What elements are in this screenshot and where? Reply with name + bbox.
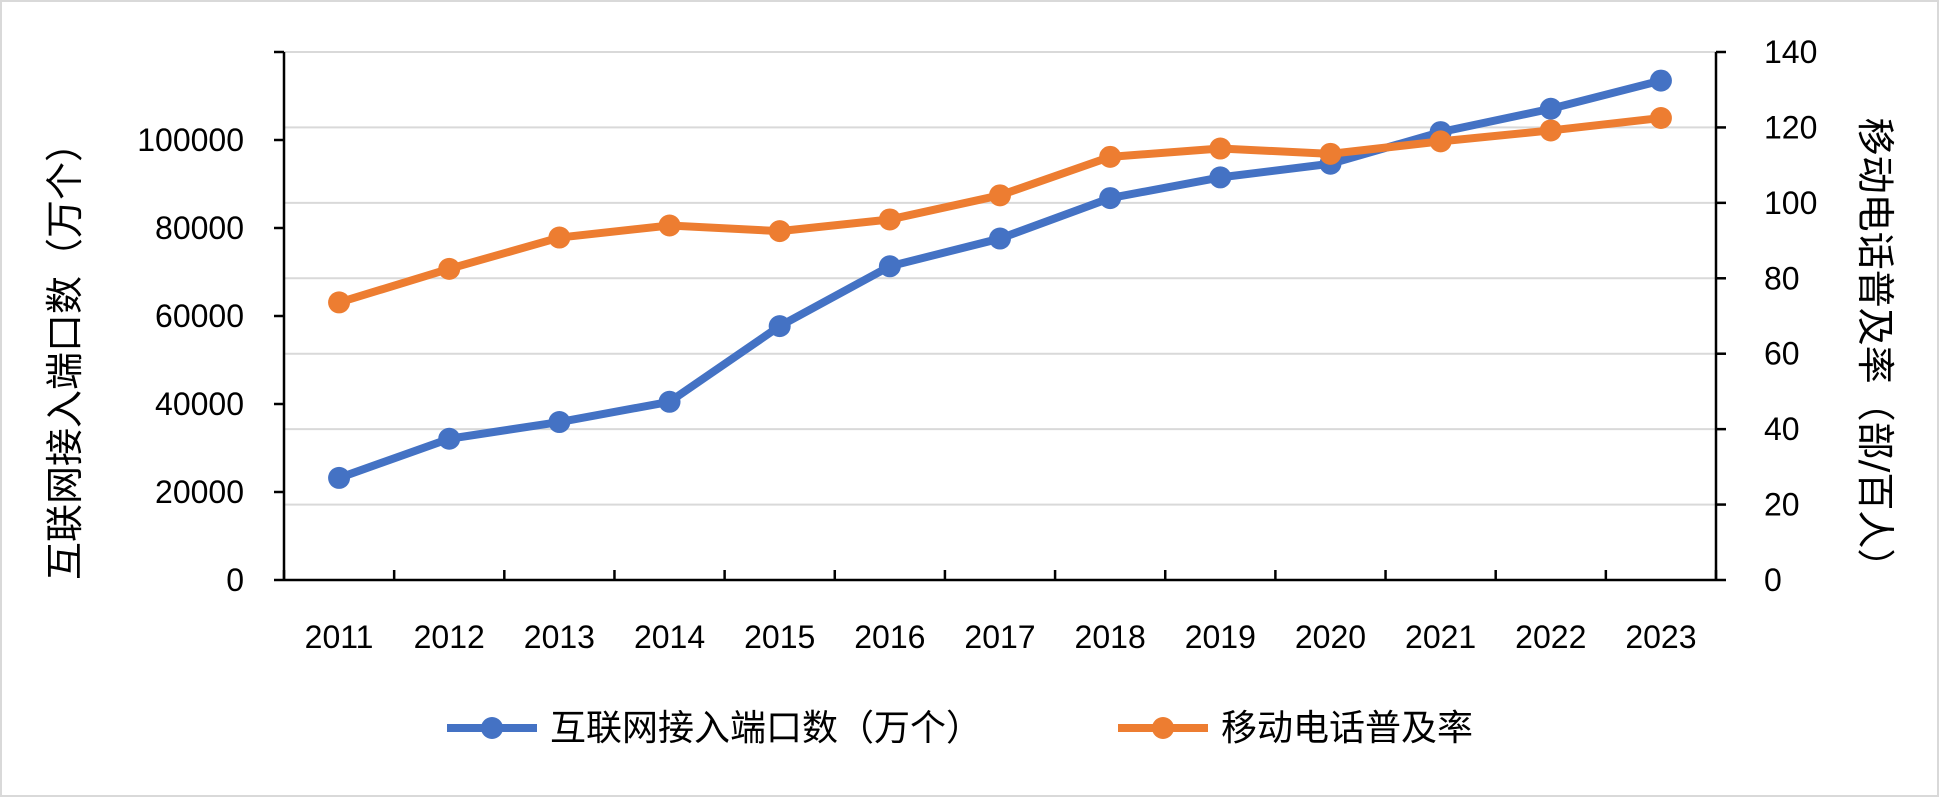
left-tick-label-0: 0 bbox=[226, 562, 244, 598]
x-tick-label-2015: 2015 bbox=[744, 619, 815, 655]
series-0-point-2013[interactable] bbox=[548, 411, 571, 434]
x-tick-label-2020: 2020 bbox=[1295, 619, 1366, 655]
series-0-point-2014[interactable] bbox=[658, 390, 681, 413]
x-axis-ticks: 2011 2012 2013 2014 2015 2016 2017 2018 2019 2020… bbox=[282, 570, 1718, 655]
x-tick-label-2018: 2018 bbox=[1075, 619, 1146, 655]
right-tick-label-5: 100 bbox=[1764, 185, 1817, 221]
series-0-point-2019[interactable] bbox=[1209, 166, 1232, 189]
series-0-point-2023[interactable] bbox=[1649, 69, 1672, 92]
series-layer bbox=[328, 69, 1672, 489]
right-tick-label-3: 60 bbox=[1764, 336, 1800, 372]
x-tick-label-2023: 2023 bbox=[1625, 619, 1696, 655]
x-tick-label-2017: 2017 bbox=[964, 619, 1035, 655]
left-tick-label-4: 80000 bbox=[155, 210, 244, 246]
right-axis-title: 移动电话普及率（部/百人） bbox=[1853, 118, 1897, 587]
series-1-point-2012[interactable] bbox=[438, 257, 461, 280]
legend-label-ports: 互联网接入端口数（万个） bbox=[550, 708, 982, 749]
legend-label-mobile: 移动电话普及率 bbox=[1221, 708, 1473, 749]
legend-item-ports[interactable]: 互联网接入端口数（万个） bbox=[447, 708, 982, 749]
left-axis-ticks: 0 20000 40000 60000 80000 100000 bbox=[137, 50, 284, 598]
right-tick-label-2: 40 bbox=[1764, 411, 1800, 447]
series-1-point-2020[interactable] bbox=[1319, 142, 1342, 165]
left-tick-label-5: 100000 bbox=[137, 122, 244, 158]
series-1-point-2022[interactable] bbox=[1539, 119, 1562, 142]
x-tick-label-2014: 2014 bbox=[634, 619, 705, 655]
series-0-point-2015[interactable] bbox=[768, 315, 791, 338]
x-tick-label-2021: 2021 bbox=[1405, 619, 1476, 655]
right-tick-label-0: 0 bbox=[1764, 562, 1782, 598]
series-1-point-2016[interactable] bbox=[878, 208, 901, 231]
series-1 bbox=[328, 107, 1672, 314]
x-tick-label-2022: 2022 bbox=[1515, 619, 1586, 655]
left-tick-label-1: 20000 bbox=[155, 474, 244, 510]
series-1-point-2019[interactable] bbox=[1209, 137, 1232, 160]
right-tick-label-6: 120 bbox=[1764, 109, 1817, 145]
legend: 互联网接入端口数（万个） 移动电话普及率 bbox=[447, 708, 1473, 749]
legend-item-mobile[interactable]: 移动电话普及率 bbox=[1118, 708, 1473, 749]
series-1-point-2021[interactable] bbox=[1429, 130, 1452, 153]
series-1-point-2013[interactable] bbox=[548, 226, 571, 249]
series-0-point-2012[interactable] bbox=[438, 427, 461, 450]
series-0-point-2016[interactable] bbox=[878, 255, 901, 278]
series-0-point-2018[interactable] bbox=[1099, 187, 1122, 210]
right-tick-label-4: 80 bbox=[1764, 260, 1800, 296]
right-tick-label-7: 140 bbox=[1764, 34, 1817, 70]
right-tick-label-1: 20 bbox=[1764, 487, 1800, 523]
series-1-point-2015[interactable] bbox=[768, 220, 791, 243]
left-tick-label-2: 40000 bbox=[155, 386, 244, 422]
series-1-point-2023[interactable] bbox=[1649, 107, 1672, 129]
left-axis-title: 互联网接入端口数（万个） bbox=[43, 124, 87, 580]
series-1-point-2014[interactable] bbox=[658, 214, 681, 237]
x-tick-label-2013: 2013 bbox=[524, 619, 595, 655]
x-tick-label-2016: 2016 bbox=[854, 619, 925, 655]
series-0-point-2017[interactable] bbox=[989, 227, 1011, 250]
left-tick-label-3: 60000 bbox=[155, 298, 244, 334]
series-0-point-2022[interactable] bbox=[1539, 97, 1562, 120]
legend-marker-ports bbox=[481, 717, 503, 739]
x-tick-label-2019: 2019 bbox=[1185, 619, 1256, 655]
series-1-point-2017[interactable] bbox=[989, 184, 1011, 207]
x-tick-label-2012: 2012 bbox=[414, 619, 485, 655]
legend-marker-mobile bbox=[1152, 717, 1174, 739]
series-1-point-2018[interactable] bbox=[1099, 145, 1122, 168]
series-0-point-2011[interactable] bbox=[328, 466, 351, 489]
series-1-point-2011[interactable] bbox=[328, 291, 351, 314]
right-axis-ticks: 0 20 40 60 80 100 120 140 bbox=[1716, 34, 1817, 598]
x-tick-label-2011: 2011 bbox=[305, 619, 374, 655]
